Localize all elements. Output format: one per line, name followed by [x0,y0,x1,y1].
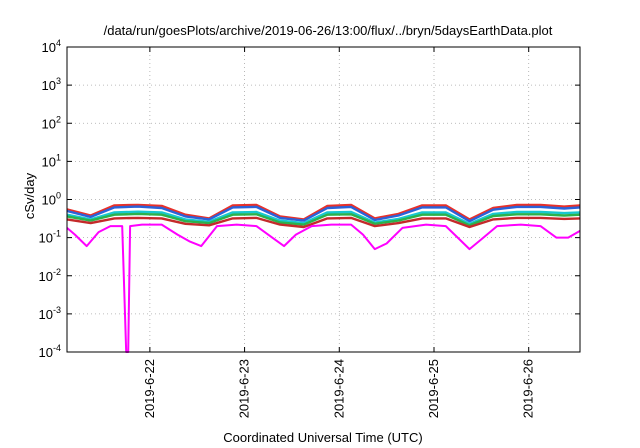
y-tick-label: 10-2 [39,267,61,284]
y-tick-label: 10-4 [39,343,61,360]
axes: 104 103 102 101 100 10-1 10-2 10-3 10-4 2019-6-22… [39,38,581,418]
series-line [66,216,581,229]
y-tick-label: 104 [42,38,61,55]
x-tick-label: 2019-6-25 [426,359,441,418]
y-tick-label: 102 [42,114,61,131]
y-tick-label: 103 [42,76,61,93]
series-line [66,203,581,221]
chart-title: /data/run/goesPlots/archive/2019-06-26/1… [104,23,553,38]
plot-frame [66,46,581,353]
y-tick-label: 10-1 [39,229,61,246]
x-tick-label: 2019-6-24 [331,359,346,418]
y-tick-label: 101 [42,152,61,169]
y-axis-label: cSv/day [22,172,37,219]
series-line [66,210,581,226]
y-tick-label: 100 [42,191,61,208]
series-line [66,212,581,227]
x-axis-label: Coordinated Universal Time (UTC) [223,430,422,445]
x-tick-label: 2019-6-22 [142,359,157,418]
x-tick-label: 2019-6-26 [521,359,536,418]
grid [67,47,580,352]
x-tick-label: 2019-6-23 [237,359,252,418]
y-tick-label: 10-3 [39,305,61,322]
series-line [66,223,581,353]
series-line [66,205,581,223]
series-layer [66,203,581,353]
